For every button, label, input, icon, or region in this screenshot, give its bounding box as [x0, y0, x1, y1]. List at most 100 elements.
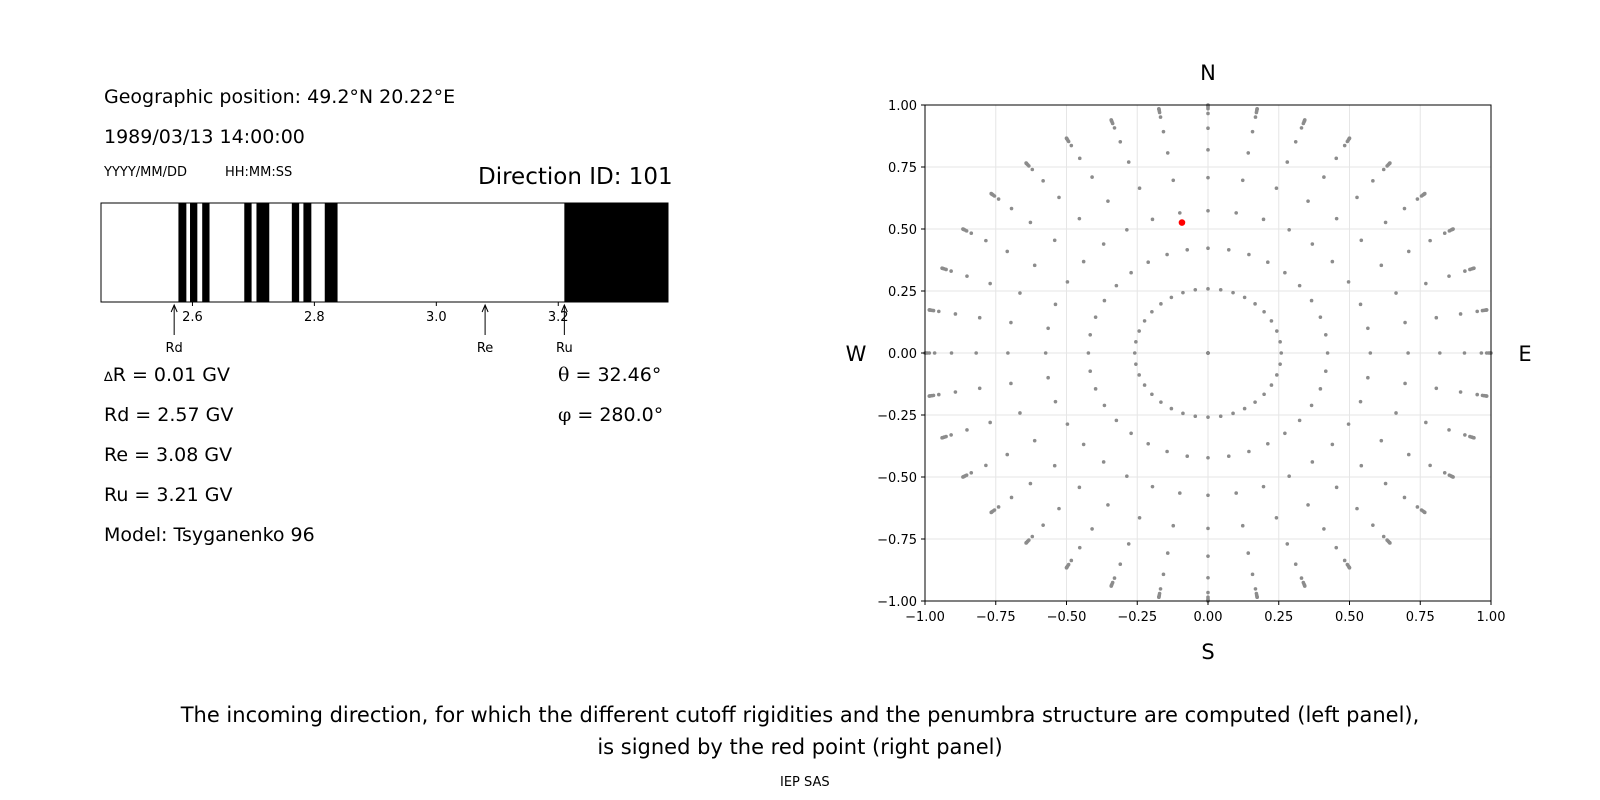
direction-point [1261, 484, 1266, 489]
direction-point [1379, 263, 1384, 268]
direction-point [1069, 143, 1074, 148]
direction-point [1347, 136, 1352, 141]
direction-point [1381, 167, 1386, 172]
direction-point [1262, 309, 1266, 314]
direction-point [969, 470, 974, 475]
direction-point [1101, 460, 1106, 464]
direction-point [1142, 319, 1147, 323]
direction-point [1171, 178, 1176, 183]
y-tick-label: 0.00 [888, 347, 917, 362]
direction-point [1106, 503, 1110, 507]
direction-point [1171, 523, 1176, 528]
direction-point [1422, 510, 1427, 515]
direction-point [1231, 290, 1235, 295]
direction-point [1250, 572, 1255, 577]
direction-point [1226, 454, 1231, 459]
direction-point [1287, 228, 1291, 232]
direction-point [932, 351, 937, 355]
direction-point [1368, 351, 1373, 355]
datetime: 1989/03/13 14:00:00 [104, 126, 305, 148]
delta-r-text: R = 0.01 GV [112, 364, 230, 386]
y-tick-label: −0.25 [877, 409, 917, 424]
direction-point [1247, 449, 1251, 454]
direction-point [1463, 433, 1467, 437]
direction-point [1406, 452, 1411, 457]
direction-point [1379, 438, 1384, 443]
marker-label-ru: Ru [556, 341, 573, 356]
direction-point [1218, 287, 1223, 292]
direction-point [1165, 449, 1169, 454]
direction-point [1402, 495, 1407, 500]
direction-point [1093, 387, 1098, 391]
phi-value: φ = 280.0° [558, 404, 663, 426]
direction-point [1424, 420, 1428, 425]
direction-point [974, 351, 978, 355]
direction-point [1206, 493, 1210, 498]
direction-point [1415, 505, 1420, 509]
direction-point [1475, 392, 1480, 397]
theta-symbol: θ [558, 364, 570, 386]
direction-point [1169, 295, 1174, 300]
direction-point [1041, 523, 1045, 527]
direction-point [1346, 280, 1351, 284]
direction-point [1403, 381, 1407, 386]
direction-point [1206, 208, 1210, 213]
direction-point [1009, 495, 1014, 500]
direction-point [1206, 246, 1210, 250]
direction-point [1090, 175, 1094, 179]
direction-point [1434, 386, 1439, 391]
direction-point [1484, 394, 1489, 398]
direction-point [1358, 399, 1363, 404]
x-tick-label: 0.25 [1264, 610, 1293, 625]
y-tick-label: −0.75 [877, 533, 917, 548]
compass-north: N [1200, 61, 1216, 85]
penumbra-tick-label: 3.2 [548, 310, 569, 325]
phi-symbol: φ [558, 404, 572, 426]
y-tick-label: −1.00 [877, 595, 917, 610]
direction-point [1253, 587, 1258, 591]
direction-point [1451, 227, 1455, 231]
direction-point [1366, 326, 1370, 331]
marker-label-rd: Rd [166, 341, 183, 356]
direction-point [1065, 280, 1070, 284]
direction-point [940, 436, 944, 440]
direction-point [1057, 506, 1061, 511]
direction-point [1129, 431, 1133, 436]
direction-point [961, 475, 965, 479]
direction-point [1081, 442, 1086, 447]
direction-point [949, 433, 953, 437]
direction-point [1112, 126, 1117, 130]
direction-point [1009, 381, 1013, 386]
direction-point [1403, 320, 1407, 325]
direction-point [927, 308, 932, 312]
direction-point [1125, 228, 1129, 232]
direction-point [1043, 351, 1048, 355]
direction-point [1274, 515, 1279, 520]
direction-point [1297, 283, 1302, 288]
direction-point [1226, 247, 1231, 252]
direction-point [1118, 562, 1123, 567]
direction-point [1158, 115, 1163, 119]
x-tick-label: 1.00 [1477, 610, 1506, 625]
direction-point [1142, 383, 1147, 387]
direction-point [1278, 362, 1282, 366]
penumbra-tick-label: 3.0 [426, 310, 447, 325]
direction-point [1218, 414, 1223, 419]
direction-point [1428, 463, 1432, 468]
direction-point [1206, 351, 1210, 355]
direction-point [1242, 295, 1247, 300]
direction-point [1255, 106, 1259, 111]
direction-point [977, 315, 982, 320]
direction-point [1325, 351, 1330, 355]
direction-point [1458, 312, 1463, 316]
direction-point [1247, 252, 1251, 257]
forbidden-band [202, 203, 210, 302]
direction-point [936, 392, 941, 397]
date-format-label: YYYY/MM/DD [104, 165, 187, 180]
direction-point [1146, 441, 1150, 446]
direction-point [1109, 118, 1114, 122]
direction-point [1293, 562, 1298, 567]
direction-point [1302, 584, 1307, 588]
direction-point [1046, 326, 1050, 331]
direction-point [1064, 565, 1069, 570]
